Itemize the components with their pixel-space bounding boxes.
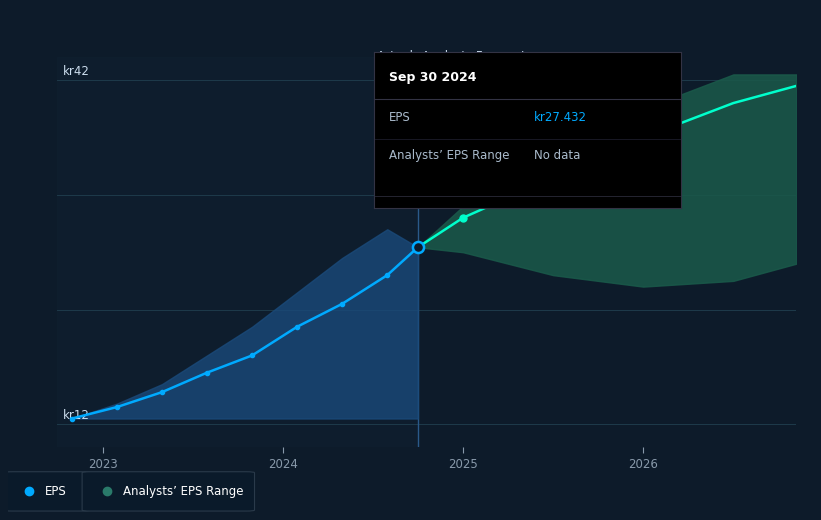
Text: EPS: EPS: [389, 111, 410, 124]
FancyBboxPatch shape: [82, 472, 255, 511]
Text: EPS: EPS: [45, 485, 67, 498]
Text: No data: No data: [534, 149, 580, 162]
Text: Analysts’ EPS Range: Analysts’ EPS Range: [123, 485, 244, 498]
Text: Actual: Actual: [378, 50, 415, 63]
Text: kr12: kr12: [63, 409, 89, 422]
FancyBboxPatch shape: [4, 472, 90, 511]
Bar: [57, 57, 418, 447]
Text: Analysts Forecasts: Analysts Forecasts: [421, 50, 531, 63]
Text: Analysts’ EPS Range: Analysts’ EPS Range: [389, 149, 510, 162]
Text: kr27.432: kr27.432: [534, 111, 587, 124]
Text: Sep 30 2024: Sep 30 2024: [389, 71, 476, 84]
Text: kr42: kr42: [63, 65, 89, 78]
